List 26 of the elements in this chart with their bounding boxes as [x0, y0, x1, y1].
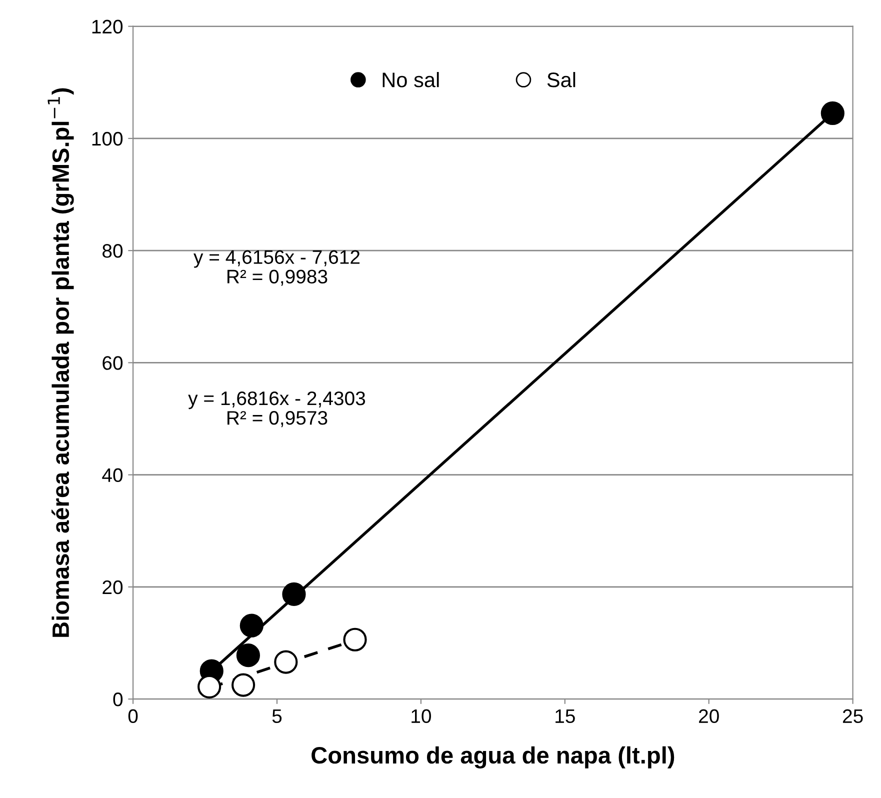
x-axis-title: Consumo de agua de napa (lt.pl) [312, 746, 674, 768]
point [282, 582, 306, 606]
y-tick-label: 100 [92, 132, 123, 146]
y-tick-label: 120 [92, 20, 123, 34]
y-tick-label: 20 [102, 580, 123, 594]
annotation: y = 4,6156x - 7,612 R² = 0,9983 [194, 250, 360, 286]
y-axis-title: Biomasa aérea acumulada por planta (grMS.pl$^{−1}$) [48, 88, 74, 637]
annotation: y = 1,6816x - 2,4303 R² = 0,9573 [188, 391, 366, 428]
x-tick-label: 10 [412, 709, 431, 724]
y-tick-label: 0 [113, 692, 123, 706]
y-tick-label: 40 [102, 468, 123, 482]
y-tick-label: 80 [102, 244, 123, 258]
point [820, 101, 844, 126]
point [240, 614, 264, 638]
x-tick-label: 5 [272, 709, 282, 724]
x-tick-label: 25 [842, 709, 863, 724]
y-tick-label: 60 [102, 356, 123, 370]
point [274, 650, 298, 674]
point [343, 628, 367, 652]
x-tick-label: 0 [128, 709, 138, 724]
x-tick-label: 20 [699, 709, 719, 724]
point [232, 673, 256, 697]
x-tick-label: 15 [556, 709, 575, 724]
legend-label: No sal [382, 72, 439, 88]
legend-label: Sal [547, 72, 576, 88]
point [236, 644, 260, 668]
